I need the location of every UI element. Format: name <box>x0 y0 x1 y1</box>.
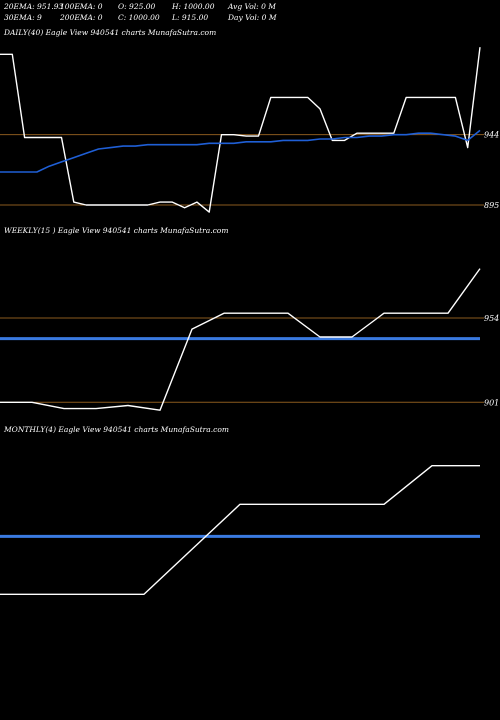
weekly-tick-label-0: 954 <box>484 314 499 323</box>
hdr-close: C: 1000.00 <box>118 13 160 22</box>
monthly-price-line <box>0 465 480 595</box>
daily-ema-line <box>0 129 481 173</box>
hdr-100ema: 100EMA: 0 <box>60 2 103 11</box>
weekly-tick-label-1: 901 <box>484 398 499 407</box>
monthly-panel-label: MONTHLY(4) Eagle View 940541 charts Muna… <box>4 425 229 434</box>
hdr-avg-vol: Avg Vol: 0 M <box>228 2 276 11</box>
weekly-price-line <box>0 268 481 411</box>
hdr-day-vol: Day Vol: 0 M <box>228 13 277 22</box>
daily-tick-label-0: 944 <box>484 131 499 140</box>
daily-tick-label-1: 895 <box>484 201 499 210</box>
hdr-30ema: 30EMA: 9 <box>4 13 42 22</box>
daily-price-line <box>0 47 481 213</box>
hdr-low: L: 915.00 <box>172 13 209 22</box>
weekly-panel-label: WEEKLY(15 ) Eagle View 940541 charts Mun… <box>4 226 229 235</box>
daily-panel-label: DAILY(40) Eagle View 940541 charts Munaf… <box>4 28 217 37</box>
hdr-high: H: 1000.00 <box>172 2 215 11</box>
hdr-200ema: 200EMA: 0 <box>60 13 103 22</box>
hdr-20ema: 20EMA: 951.93 <box>4 2 64 11</box>
hdr-open: O: 925.00 <box>118 2 156 11</box>
